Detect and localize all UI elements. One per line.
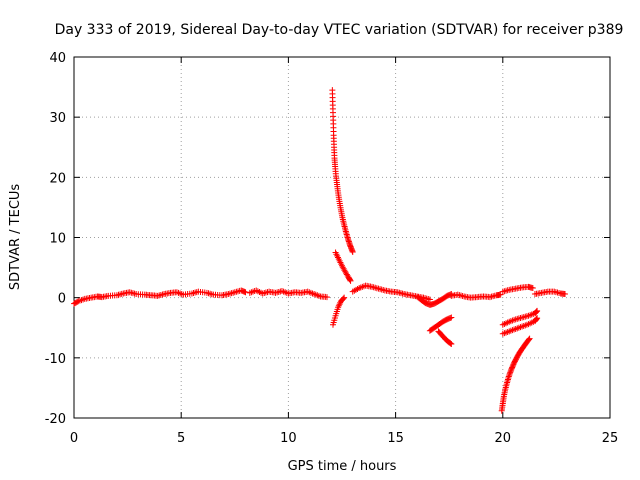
series-4 [329,294,348,328]
data-point [349,248,356,255]
data-point [447,340,454,347]
x-tick-label: 15 [387,431,404,446]
x-tick-label: 5 [177,431,185,446]
series-2 [329,87,356,255]
data-point [448,340,455,347]
series-3 [332,249,354,284]
x-tick-labels: 0 5 10 15 20 25 [70,431,618,446]
series-8 [426,314,455,334]
data-point [347,277,354,284]
series-13 [499,315,541,337]
data-point [525,336,532,343]
data-point [534,315,541,322]
y-tick-label: 20 [49,171,66,186]
series-0 [71,287,249,307]
data-points [71,87,568,414]
data-point [323,294,330,301]
data-point [529,285,536,292]
series-12 [499,307,541,328]
data-point [533,309,540,316]
data-point [533,308,540,315]
data-point [497,291,504,298]
y-tick-label: 10 [49,232,66,247]
series-10 [499,283,536,295]
chart-title: Day 333 of 2019, Sidereal Day-to-day VTE… [55,22,624,38]
y-tick-label: 40 [49,51,66,66]
y-tick-label: 0 [58,292,66,307]
data-point [561,291,568,298]
series-7 [448,291,504,301]
x-tick-label: 25 [602,431,619,446]
y-axis-label: SDTVAR / TECUs [8,184,23,291]
data-point [426,296,433,303]
series-14 [498,335,533,414]
data-point [448,314,455,321]
x-axis-label: GPS time / hours [288,459,397,474]
x-tick-label: 20 [495,431,512,446]
series-11 [531,288,568,298]
y-tick-label: -10 [45,352,66,367]
grid [74,57,610,418]
data-point [242,289,249,296]
data-point [74,298,81,305]
y-tick-labels: -20 -10 0 10 20 30 40 [45,51,66,427]
data-point [340,295,347,302]
data-point [347,276,354,283]
x-tick-label: 10 [280,431,297,446]
y-tick-label: 30 [49,111,66,126]
axis-ticks [73,56,611,419]
data-point [526,335,533,342]
x-tick-label: 0 [70,431,78,446]
data-point [534,307,541,314]
series-6 [414,291,455,308]
y-tick-label: -20 [45,412,66,427]
series-1 [246,287,330,301]
series-9 [435,328,455,347]
data-point [341,294,348,301]
data-point [533,315,540,322]
